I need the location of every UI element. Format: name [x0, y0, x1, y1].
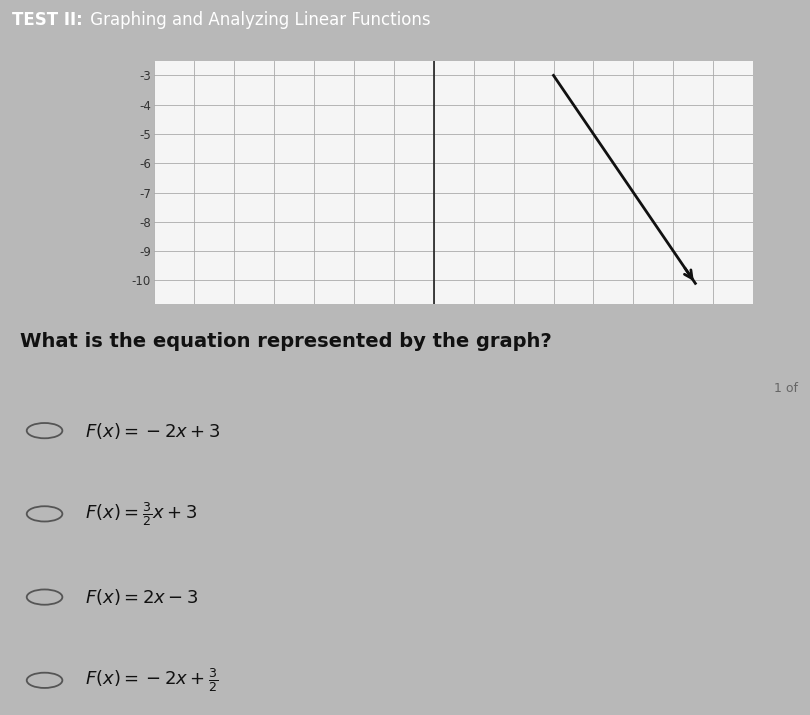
- Text: $F(x) = -2x + \frac{3}{2}$: $F(x) = -2x + \frac{3}{2}$: [85, 666, 219, 694]
- Text: TEST II:: TEST II:: [12, 11, 83, 29]
- Text: Graphing and Analyzing Linear Functions: Graphing and Analyzing Linear Functions: [85, 11, 431, 29]
- Text: $F(x) = 2x - 3$: $F(x) = 2x - 3$: [85, 587, 198, 607]
- Text: What is the equation represented by the graph?: What is the equation represented by the …: [20, 332, 552, 351]
- Text: $F(x) = -2x + 3$: $F(x) = -2x + 3$: [85, 420, 220, 440]
- Text: $F(x) = \frac{3}{2}x + 3$: $F(x) = \frac{3}{2}x + 3$: [85, 500, 197, 528]
- Text: 1 of: 1 of: [774, 382, 798, 395]
